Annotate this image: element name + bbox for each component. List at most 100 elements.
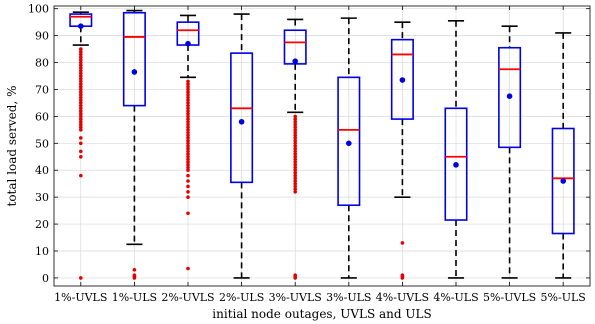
outlier-point — [79, 55, 83, 59]
outlier-point — [186, 168, 190, 173]
outlier-point — [293, 187, 298, 191]
mean-marker — [292, 58, 299, 64]
outlier-point — [186, 82, 190, 86]
outlier-point — [186, 163, 190, 167]
iqr-box — [551, 127, 575, 235]
outlier-point — [186, 136, 190, 140]
outlier-point — [79, 93, 83, 97]
outlier-point — [79, 276, 83, 280]
outlier-point — [79, 109, 83, 113]
outlier-point — [186, 128, 190, 132]
outlier-point — [79, 114, 83, 119]
mean-marker — [399, 77, 406, 83]
x-tick-label: 2%-UVLS — [161, 291, 214, 304]
outlier-point — [79, 90, 83, 94]
x-tick-label: 2%-ULS — [219, 291, 264, 304]
outlier-point — [79, 84, 83, 89]
x-tick-label: 5%-UVLS — [483, 291, 536, 304]
box-group-1%-ULS — [122, 9, 146, 280]
mean-marker — [346, 140, 352, 147]
outlier-point — [186, 95, 190, 100]
outlier-point — [186, 114, 190, 119]
outlier-point — [79, 128, 83, 132]
box-group-5%-UVLS — [498, 25, 522, 279]
outlier-point — [79, 106, 83, 111]
outlier-point — [293, 160, 298, 164]
mean-marker — [78, 23, 84, 29]
outlier-point — [79, 149, 83, 154]
outlier-point — [186, 146, 190, 151]
y-tick-label: 80 — [35, 57, 49, 70]
outlier-point — [186, 87, 190, 92]
box-group-5%-ULS — [551, 32, 575, 279]
outlier-point — [186, 101, 190, 105]
y-tick-label: 30 — [35, 191, 49, 204]
outlier-point — [293, 176, 298, 181]
outlier-point — [186, 173, 190, 178]
outlier-point — [293, 152, 298, 156]
outlier-point — [79, 103, 83, 108]
outlier-point — [79, 79, 83, 84]
outlier-point — [186, 84, 190, 89]
outlier-point — [186, 111, 190, 116]
outlier-point — [186, 93, 190, 97]
outlier-point — [293, 165, 298, 170]
outlier-point — [79, 71, 83, 76]
y-tick-label: 70 — [35, 83, 49, 96]
outlier-point — [79, 49, 83, 54]
outlier-point — [186, 109, 190, 113]
outlier-point — [293, 173, 298, 178]
plot-area-frame — [53, 5, 591, 287]
outlier-point — [186, 266, 190, 271]
outlier-point — [186, 179, 190, 183]
outlier-point — [79, 52, 83, 57]
outlier-point — [293, 179, 298, 183]
iqr-box — [444, 107, 468, 221]
x-tick-label: 4%-UVLS — [376, 291, 429, 304]
outlier-point — [293, 119, 298, 124]
x-tick-label: 1%-UVLS — [54, 291, 107, 304]
outlier-point — [293, 141, 298, 146]
outlier-point — [186, 130, 190, 135]
outlier-point — [293, 184, 298, 189]
iqr-box — [498, 46, 522, 149]
axis-layer: 0 10 20 30 40 50 60 70 80 90 100 1%-UVLS 1%-ULS 2%-UV… — [28, 3, 590, 304]
outlier-point — [79, 136, 83, 140]
outlier-point — [400, 276, 405, 280]
outlier-point — [79, 76, 83, 81]
outlier-point — [186, 90, 190, 94]
outlier-point — [79, 47, 83, 51]
outlier-point — [186, 138, 190, 143]
mean-marker — [131, 69, 138, 75]
outlier-point — [79, 111, 83, 116]
outlier-point — [79, 119, 83, 124]
outlier-point — [79, 82, 83, 86]
y-tick-label: 10 — [35, 245, 49, 258]
y-axis-label: total load served, % — [5, 86, 19, 207]
outlier-point — [186, 154, 190, 159]
outlier-point — [293, 163, 298, 167]
outlier-point — [186, 211, 190, 216]
outlier-point — [79, 173, 83, 178]
iqr-box — [337, 76, 361, 207]
outlier-point — [186, 195, 190, 199]
outlier-point — [79, 125, 83, 129]
x-tick-label: 3%-UVLS — [269, 291, 322, 304]
outlier-point — [186, 144, 190, 148]
box-group-4%-ULS — [444, 20, 468, 279]
y-tick-label: 90 — [35, 30, 49, 43]
box-group-3%-UVLS — [283, 18, 307, 280]
outlier-point — [293, 149, 298, 154]
outlier-point — [400, 241, 405, 245]
iqr-box — [390, 38, 414, 120]
outlier-point — [186, 98, 190, 103]
outlier-point — [186, 122, 190, 127]
outlier-point — [186, 189, 190, 194]
y-tick-label: 40 — [35, 164, 49, 177]
box-group-4%-UVLS — [390, 21, 414, 280]
outlier-point — [79, 95, 83, 100]
outlier-point — [186, 160, 190, 164]
outlier-point — [186, 165, 190, 170]
box-group-1%-UVLS — [69, 11, 93, 280]
